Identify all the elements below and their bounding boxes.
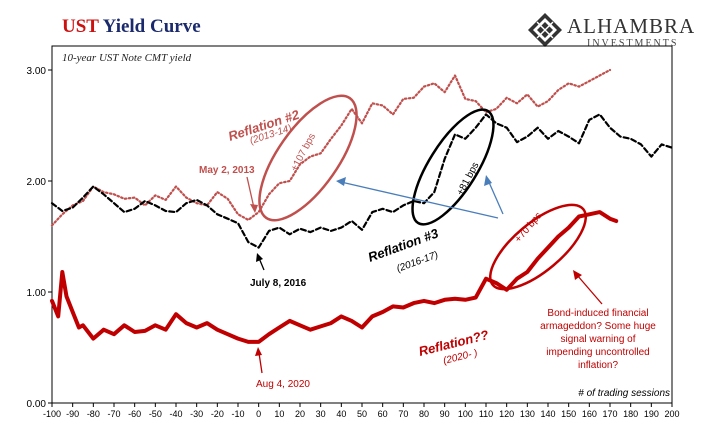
arrow-head-armageddon [573, 270, 582, 280]
highlight-ellipse-reflation-3 [411, 108, 495, 226]
x-tick-label: 190 [644, 409, 659, 419]
arrow-line-may-2013 [246, 176, 255, 209]
arrow-head-to-reflation-2 [336, 177, 346, 186]
annotation-may-2013: May 2, 2013 [199, 165, 255, 176]
x-tick-label: -40 [169, 409, 182, 419]
x-tick-label: 170 [602, 409, 617, 419]
arrow-head-to-reflation-3 [484, 175, 492, 186]
arrow-head-may-2013 [250, 204, 258, 213]
x-tick-label: 50 [357, 409, 367, 419]
annotation-70-bps: +70 bps [513, 210, 544, 245]
arrow-head-aug-2020 [255, 347, 262, 356]
x-tick-label: -100 [43, 409, 61, 419]
x-tick-label: 160 [582, 409, 597, 419]
x-tick-label: -60 [128, 409, 141, 419]
x-tick-label: 120 [499, 409, 514, 419]
chart-subtitle: 10-year UST Note CMT yield [62, 52, 192, 64]
annotation-81-bps: +81 bps [455, 161, 482, 198]
x-tick-label: 30 [316, 409, 326, 419]
highlight-ellipse-reflation-2020 [488, 203, 588, 291]
x-tick-label: -20 [211, 409, 224, 419]
diamond-lattice-icon [528, 13, 562, 47]
x-tick-label: 20 [295, 409, 305, 419]
x-tick-label: 40 [336, 409, 346, 419]
annotation-july-2016: July 8, 2016 [250, 278, 307, 289]
annotation-armageddon-line: armageddon? Some huge [540, 321, 656, 332]
x-tick-label: 140 [540, 409, 555, 419]
x-tick-label: -70 [107, 409, 120, 419]
x-tick-label: 10 [274, 409, 284, 419]
annotation-armageddon-line: inflation? [578, 360, 618, 371]
y-tick-label: 1.00 [27, 288, 47, 299]
x-tick-label: 90 [440, 409, 450, 419]
alhambra-logo: ALHAMBRA INVESTMENTS [527, 10, 699, 52]
series-line-2 [50, 113, 674, 249]
y-tick-label: 0.00 [27, 399, 47, 410]
x-tick-label: -10 [231, 409, 244, 419]
x-tick-label: 150 [561, 409, 576, 419]
x-tick-label: -30 [190, 409, 203, 419]
y-tick-label: 2.00 [27, 177, 47, 188]
x-tick-label: 100 [458, 409, 473, 419]
x-tick-label: -80 [87, 409, 100, 419]
arrow-line-aug-2020 [258, 352, 263, 374]
logo-name: ALHAMBRA [567, 14, 696, 38]
annotation-armageddon-line: Bond-induced financial [547, 308, 648, 319]
arrow-line-to-reflation-2 [340, 181, 499, 219]
x-tick-label: -50 [149, 409, 162, 419]
chart-title: UST Yield Curve [62, 16, 201, 38]
series-line-1 [50, 68, 612, 227]
x-tick-label: 60 [378, 409, 388, 419]
title-yield-curve: Yield Curve [102, 16, 201, 37]
highlight-ellipse-reflation-2 [258, 94, 358, 222]
annotation-107-bps: +107 bps [289, 132, 318, 174]
arrow-head-july-2016 [256, 253, 263, 262]
title-ust: UST [62, 16, 99, 37]
series-line-3 [50, 210, 619, 344]
x-tick-label: 180 [623, 409, 638, 419]
annotation-aug-2020: Aug 4, 2020 [256, 379, 310, 390]
x-tick-label: -90 [66, 409, 79, 419]
arrow-line-armageddon [576, 274, 603, 305]
annotation-armageddon-line: signal warning of [560, 334, 635, 345]
x-axis-label: # of trading sessions [578, 388, 670, 399]
annotation-armageddon-line: impending uncontrolled [546, 347, 649, 358]
x-tick-label: 0 [256, 409, 261, 419]
x-tick-label: 70 [398, 409, 408, 419]
x-tick-label: 130 [520, 409, 535, 419]
arrow-line-to-reflation-3 [487, 179, 504, 215]
x-tick-label: 80 [419, 409, 429, 419]
logo-subtitle: INVESTMENTS [587, 38, 679, 49]
y-tick-label: 3.00 [27, 66, 47, 77]
x-tick-label: 200 [664, 409, 679, 419]
x-tick-label: 110 [479, 409, 493, 419]
